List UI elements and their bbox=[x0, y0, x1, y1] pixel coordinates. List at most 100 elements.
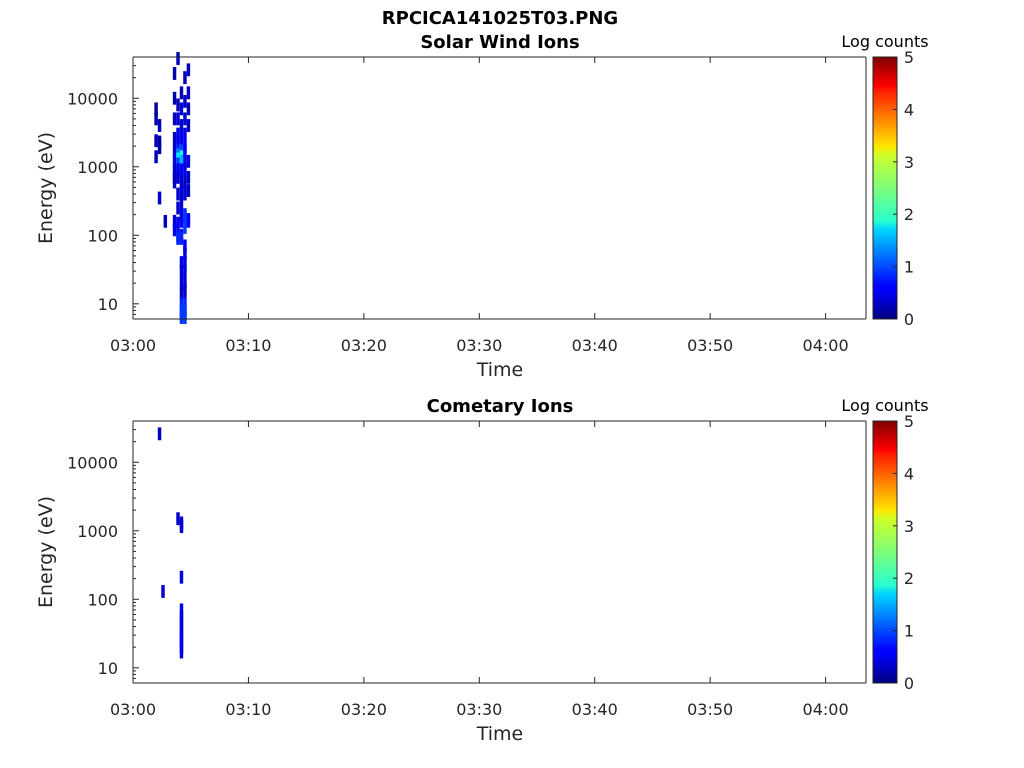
y-tick-label: 100 bbox=[87, 226, 118, 245]
data-cell bbox=[186, 119, 191, 132]
x-axis-title: Time bbox=[476, 723, 524, 745]
data-cell bbox=[179, 208, 184, 222]
data-cell bbox=[183, 256, 187, 269]
data-cell bbox=[183, 221, 187, 234]
data-cell bbox=[183, 94, 187, 108]
data-cell bbox=[172, 223, 177, 237]
data-cell bbox=[172, 91, 177, 105]
data-cell bbox=[186, 102, 191, 116]
data-cell bbox=[179, 184, 184, 197]
data-cell bbox=[161, 585, 165, 598]
colorbar-label: Log counts bbox=[841, 396, 928, 415]
x-tick-label: 03:50 bbox=[687, 700, 733, 719]
colorbar-tick-label: 4 bbox=[904, 464, 914, 483]
data-cell bbox=[183, 246, 187, 260]
data-cell bbox=[176, 512, 180, 526]
data-cell bbox=[179, 570, 184, 584]
data-cell bbox=[176, 112, 180, 126]
data-cell bbox=[179, 86, 184, 100]
y-tick-label: 10000 bbox=[67, 89, 118, 108]
data-cell bbox=[186, 184, 191, 197]
data-cell bbox=[172, 163, 177, 177]
data-cell bbox=[172, 154, 177, 168]
data-cell bbox=[179, 196, 184, 210]
x-tick-label: 04:00 bbox=[803, 700, 849, 719]
data-cell bbox=[183, 154, 187, 168]
colorbar bbox=[872, 56, 898, 320]
colorbar-label: Log counts bbox=[841, 32, 928, 51]
data-cell bbox=[179, 297, 184, 311]
data-cell bbox=[183, 163, 187, 177]
panel-title: Solar Wind Ions bbox=[420, 32, 579, 53]
data-cell bbox=[179, 256, 184, 269]
data-cell bbox=[154, 102, 158, 116]
data-cell bbox=[176, 98, 180, 112]
data-cell bbox=[179, 175, 184, 189]
data-cell bbox=[186, 86, 191, 100]
colorbar-tick-label: 4 bbox=[904, 100, 914, 119]
colorbar bbox=[872, 420, 898, 684]
data-cell bbox=[179, 287, 184, 301]
y-tick-label: 10000 bbox=[67, 453, 118, 472]
colorbar-tick-label: 0 bbox=[904, 310, 914, 329]
data-cell bbox=[186, 63, 191, 77]
data-cell bbox=[179, 154, 184, 168]
data-cell bbox=[183, 112, 187, 126]
colorbar-tick-label: 2 bbox=[904, 205, 914, 224]
x-tick-label: 03:50 bbox=[687, 336, 733, 355]
data-cell bbox=[183, 276, 187, 290]
x-tick-label: 03:30 bbox=[456, 700, 502, 719]
x-tick-label: 03:40 bbox=[572, 700, 618, 719]
data-cell bbox=[179, 163, 184, 177]
data-cell bbox=[183, 285, 187, 299]
data-cell bbox=[183, 311, 187, 324]
data-cell bbox=[172, 144, 177, 158]
data-cell bbox=[183, 187, 187, 201]
x-axis-title: Time bbox=[476, 359, 524, 381]
data-cell bbox=[179, 603, 184, 617]
colorbar-tick-label: 2 bbox=[904, 569, 914, 588]
data-cell bbox=[183, 71, 187, 85]
y-tick-label: 10 bbox=[98, 295, 118, 314]
data-cell bbox=[183, 239, 187, 253]
data-cell bbox=[183, 297, 187, 311]
data-cell bbox=[176, 163, 180, 177]
data-cell bbox=[183, 144, 187, 158]
data-cell bbox=[176, 232, 180, 245]
data-cell bbox=[179, 520, 184, 534]
x-tick-label: 03:20 bbox=[341, 700, 387, 719]
x-tick-label: 03:10 bbox=[225, 700, 271, 719]
data-cell bbox=[157, 427, 162, 441]
data-cell bbox=[154, 134, 158, 148]
data-cell bbox=[172, 131, 177, 145]
data-cell bbox=[176, 52, 180, 65]
data-cell bbox=[186, 170, 191, 184]
y-axis-title: Energy (eV) bbox=[35, 132, 57, 244]
data-cell bbox=[179, 311, 184, 324]
x-tick-label: 04:00 bbox=[803, 336, 849, 355]
colorbar-tick-label: 1 bbox=[904, 622, 914, 641]
data-cell bbox=[172, 214, 177, 228]
data-cell bbox=[176, 201, 180, 215]
data-cell bbox=[176, 170, 180, 184]
data-cell bbox=[183, 175, 187, 189]
x-tick-label: 03:00 bbox=[110, 336, 156, 355]
data-cell bbox=[186, 154, 191, 168]
plot-area bbox=[133, 57, 866, 319]
data-cell bbox=[157, 119, 162, 132]
colorbar-tick-label: 5 bbox=[904, 48, 914, 67]
data-cell bbox=[179, 276, 184, 290]
y-tick-label: 10 bbox=[98, 659, 118, 678]
colorbar-tick-label: 3 bbox=[904, 153, 914, 172]
data-cell bbox=[179, 264, 184, 278]
y-tick-label: 100 bbox=[87, 590, 118, 609]
data-cell bbox=[172, 112, 177, 126]
data-cell bbox=[157, 191, 162, 205]
data-cell bbox=[154, 112, 158, 126]
x-tick-label: 03:20 bbox=[341, 336, 387, 355]
colorbar-tick-label: 0 bbox=[904, 674, 914, 693]
data-cell bbox=[179, 232, 184, 245]
